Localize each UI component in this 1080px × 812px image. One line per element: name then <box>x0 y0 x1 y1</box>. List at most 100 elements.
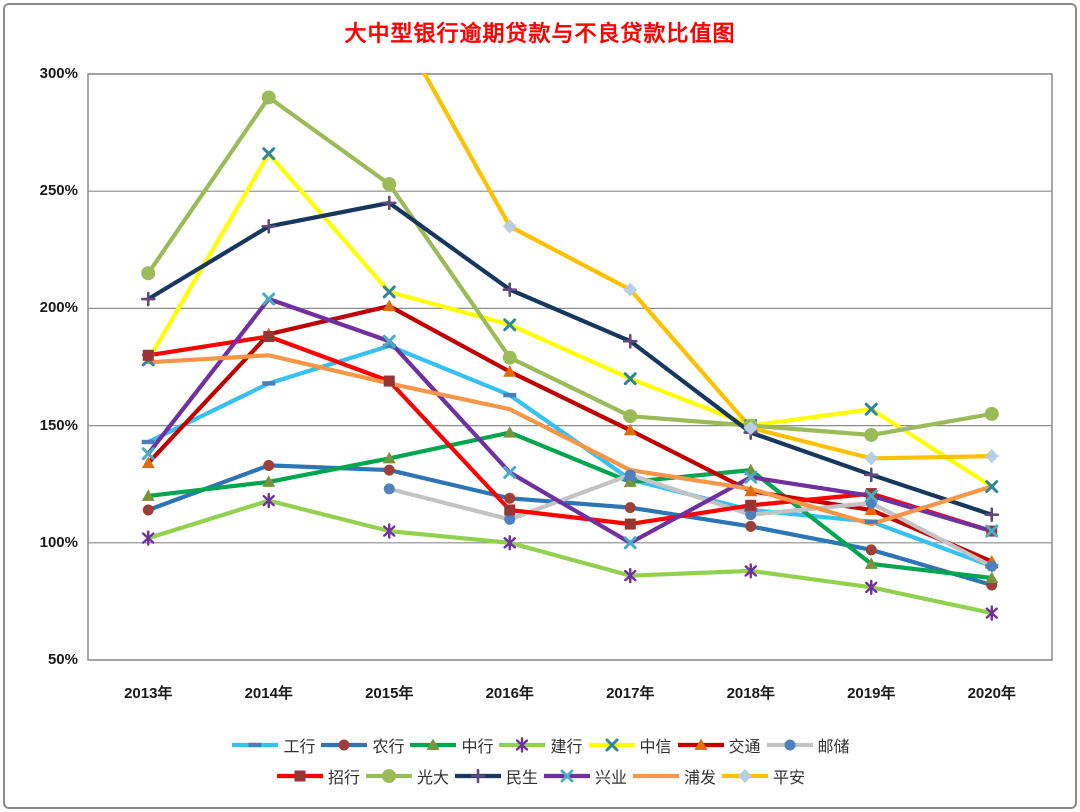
series-cib-marker <box>985 524 999 538</box>
series-cmb-marker <box>142 349 154 361</box>
series-boc-marker <box>623 475 637 487</box>
series-icbc-marker <box>382 343 396 349</box>
series-minsheng-line <box>146 200 994 517</box>
series-abc-marker <box>624 502 636 514</box>
series-ceb-marker <box>381 769 396 783</box>
series-cmb-marker <box>504 504 516 516</box>
series-ccb-marker <box>744 563 757 579</box>
legend-label-ceb: 光大 <box>416 770 449 787</box>
legend-swatch-ceb <box>365 769 412 783</box>
series-ccb-marker <box>262 492 275 509</box>
series-abc-marker <box>504 492 516 504</box>
series-boc-marker <box>503 426 517 438</box>
series-psbc-marker <box>745 509 757 521</box>
legend-item-psbc: 邮储 <box>765 733 850 757</box>
legend-swatch-pingan <box>722 769 769 783</box>
series-psbc-marker <box>383 483 395 495</box>
series-citic-marker <box>985 480 999 494</box>
series-psbc-marker <box>504 513 516 525</box>
series-cmb-marker <box>263 331 275 343</box>
legend-item-minsheng: 民生 <box>453 764 538 788</box>
series-spdb-line <box>146 353 994 527</box>
x-tick-label: 2015年 <box>365 685 414 702</box>
series-citic-marker <box>605 738 618 752</box>
legend-item-spdb: 浦发 <box>631 764 716 788</box>
series-boc-marker <box>382 451 396 464</box>
legend-item-pingan: 平安 <box>720 764 805 788</box>
series-bocom-marker <box>694 738 708 750</box>
series-bocom-marker <box>382 299 396 312</box>
x-tick-label: 2020年 <box>967 685 1016 702</box>
series-abc-marker <box>338 739 350 751</box>
legend-label-cmb: 招行 <box>327 770 360 787</box>
legend-item-abc: 农行 <box>319 733 404 757</box>
legend-swatch-ccb <box>499 737 546 753</box>
legend-label-cib: 兴业 <box>595 770 628 787</box>
series-bocom-marker <box>503 365 517 377</box>
series-cib-marker <box>744 470 758 484</box>
series-cmb-marker <box>383 375 395 387</box>
series-cmb-marker <box>865 488 877 500</box>
series-abc-marker <box>745 520 757 532</box>
series-cib-marker <box>623 536 637 550</box>
series-citic-marker <box>382 285 396 299</box>
legend-item-ccb: 建行 <box>497 733 583 757</box>
series-ccb-marker <box>516 737 529 753</box>
series-psbc-line <box>387 472 994 569</box>
series-pingan-line <box>421 73 994 461</box>
series-cib-marker <box>141 447 155 461</box>
series-minsheng-marker <box>984 507 1000 522</box>
series-bocom-marker <box>744 484 758 497</box>
series-ccb-marker <box>624 567 637 584</box>
series-minsheng-marker <box>502 282 518 297</box>
legend-label-pingan: 平安 <box>773 770 806 787</box>
series-cib-marker <box>262 292 276 306</box>
legend-label-spdb: 浦发 <box>684 770 717 787</box>
series-citic-marker <box>262 147 276 161</box>
legend-swatch-minsheng <box>454 768 501 784</box>
series-boc-line <box>146 430 994 581</box>
series-ceb-marker <box>141 266 156 281</box>
y-tick-label: 150% <box>39 416 78 434</box>
series-ccb-marker <box>383 523 396 539</box>
y-tick-label: 200% <box>39 299 78 317</box>
legend-item-bocom: 交通 <box>676 733 761 757</box>
x-tick-label: 2017年 <box>606 685 655 702</box>
legend-row-1: 工行 农行 中行 建行 中信 交通 邮储 <box>0 733 1080 757</box>
x-tick-label: 2014年 <box>244 685 293 702</box>
legend-label-boc: 中行 <box>461 739 494 756</box>
series-citic-marker <box>503 318 517 332</box>
series-pingan-marker <box>502 219 517 234</box>
legend-label-icbc: 工行 <box>283 739 316 756</box>
legend-swatch-cib <box>544 769 590 783</box>
series-cib-line <box>146 296 994 545</box>
series-cmb-marker <box>745 499 757 511</box>
legend-swatch-psbc <box>766 739 813 751</box>
legend-item-ceb: 光大 <box>364 764 449 788</box>
series-ceb-marker <box>864 427 879 442</box>
series-citic-line <box>146 151 994 489</box>
legend-label-bocom: 交通 <box>728 739 761 756</box>
series-pingan-marker <box>623 282 638 297</box>
legend-item-boc: 中行 <box>408 733 493 757</box>
series-minsheng-marker <box>140 291 156 307</box>
series-minsheng-marker <box>622 333 638 349</box>
series-abc-line <box>146 463 994 588</box>
legend-label-citic: 中信 <box>639 739 672 756</box>
legend-label-psbc: 邮储 <box>817 739 850 756</box>
legend-swatch-abc <box>321 739 368 751</box>
series-boc-marker <box>426 738 440 750</box>
series-ceb-marker <box>502 350 517 365</box>
series-boc-marker <box>864 557 878 569</box>
legend-swatch-cmb <box>276 770 323 782</box>
series-pingan-marker <box>738 769 753 783</box>
series-psbc-marker <box>624 469 636 481</box>
series-ccb-marker <box>865 579 878 596</box>
x-tick-label: 2018年 <box>726 685 775 702</box>
series-psbc-marker <box>986 560 998 572</box>
series-minsheng-marker <box>381 195 397 211</box>
chart-title: 大中型银行逾期贷款与不良贷款比值图 <box>344 21 736 46</box>
series-cmb-marker <box>294 770 306 782</box>
legend-swatch-citic <box>588 738 635 752</box>
